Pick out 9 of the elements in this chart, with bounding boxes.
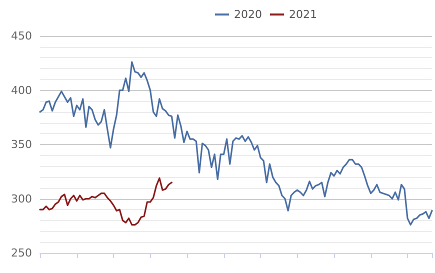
legend-label: 2020 <box>234 8 262 21</box>
y-tick-label: 350 <box>11 138 32 151</box>
y-tick-label: 300 <box>11 192 32 206</box>
line-series <box>39 61 433 226</box>
legend-label: 2021 <box>288 8 317 21</box>
line-series <box>39 177 172 226</box>
y-tick-label: 250 <box>11 246 32 260</box>
y-tick-label: 400 <box>11 84 32 97</box>
y-tick-label: 450 <box>11 30 32 42</box>
